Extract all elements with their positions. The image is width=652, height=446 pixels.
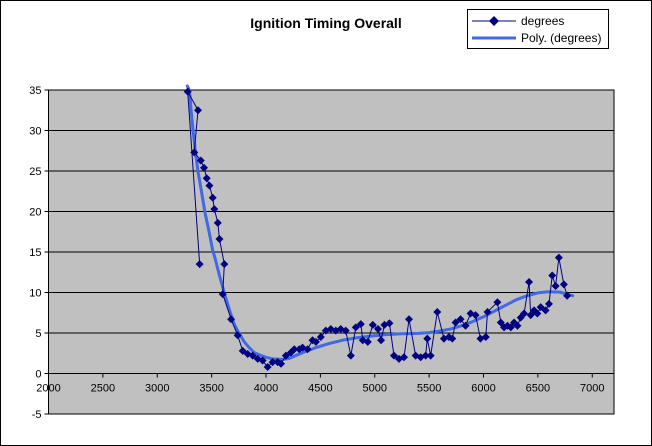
data-point-marker — [238, 346, 247, 355]
x-tick-label: 6500 — [526, 383, 550, 395]
data-point-marker — [533, 309, 542, 318]
data-point-marker — [471, 311, 480, 320]
x-tick-label: 5000 — [363, 383, 387, 395]
x-tick-label: 2500 — [91, 383, 115, 395]
data-point-marker — [559, 280, 568, 289]
data-point-marker — [341, 326, 350, 335]
data-point-marker — [311, 337, 320, 346]
x-tick-label: 7000 — [580, 383, 604, 395]
data-point-marker — [421, 351, 430, 360]
data-point-marker — [248, 351, 257, 360]
y-tick-label: 0 — [35, 369, 41, 381]
data-point-marker — [316, 333, 325, 342]
data-point-marker — [433, 307, 442, 316]
legend-label-degrees: degrees — [521, 13, 565, 28]
data-point-marker — [389, 351, 398, 360]
data-point-marker — [190, 148, 199, 157]
data-point-marker — [263, 363, 272, 372]
data-point-marker — [218, 290, 227, 299]
x-tick-label: 3500 — [199, 383, 223, 395]
data-point-marker — [210, 205, 219, 214]
data-point-marker — [281, 351, 290, 360]
data-point-marker — [215, 235, 224, 244]
data-point-marker — [356, 320, 365, 329]
data-point-marker — [220, 260, 229, 269]
data-point-marker — [526, 311, 535, 320]
data-point-marker — [233, 331, 242, 340]
data-point-marker — [451, 318, 460, 327]
data-point-marker — [277, 359, 286, 368]
x-tick-label: 4000 — [254, 383, 278, 395]
data-point-marker — [520, 309, 529, 318]
data-point-marker — [268, 358, 277, 367]
data-point-marker — [227, 315, 236, 324]
chart-title: Ignition Timing Overall — [250, 15, 402, 31]
data-point-marker — [374, 324, 383, 333]
legend-item-poly: Poly. (degrees) — [472, 29, 604, 46]
x-tick-label: 4500 — [308, 383, 332, 395]
data-point-marker — [194, 106, 203, 115]
data-point-marker — [400, 353, 409, 362]
data-point-marker — [544, 299, 553, 308]
data-point-marker — [536, 303, 545, 312]
data-point-marker — [493, 298, 502, 307]
y-tick-label: 25 — [29, 166, 41, 178]
data-point-marker — [551, 282, 560, 291]
data-point-marker — [346, 351, 355, 360]
data-point-marker — [496, 318, 505, 327]
y-tick-label: 15 — [29, 247, 41, 259]
x-tick-label: 6000 — [471, 383, 495, 395]
data-point-marker — [195, 260, 204, 269]
data-point-marker — [368, 320, 377, 329]
y-tick-label: 35 — [29, 85, 41, 97]
data-point-marker — [525, 277, 534, 286]
data-point-marker — [385, 319, 394, 328]
data-point-marker — [363, 337, 372, 346]
y-tick-label: 10 — [29, 288, 41, 300]
data-point-marker — [554, 253, 563, 262]
data-point-marker — [448, 334, 457, 343]
x-tick-label: 5500 — [417, 383, 441, 395]
data-point-marker — [541, 306, 550, 315]
data-point-marker — [548, 271, 557, 280]
data-point-marker — [423, 334, 432, 343]
data-point-marker — [196, 156, 205, 165]
data-point-marker — [481, 333, 490, 342]
data-point-marker — [303, 345, 312, 354]
x-tick-label: 2000 — [36, 383, 60, 395]
y-tick-label: 20 — [29, 207, 41, 219]
data-point-marker — [563, 291, 572, 300]
data-point-marker — [290, 345, 299, 354]
x-tick-label: 3000 — [145, 383, 169, 395]
data-point-marker — [213, 218, 222, 227]
y-tick-label: 5 — [35, 328, 41, 340]
data-point-marker — [200, 163, 209, 172]
degrees-series-key-icon — [472, 15, 516, 26]
data-point-marker — [461, 321, 470, 330]
data-point-marker — [513, 321, 522, 330]
y-tick-label: 30 — [29, 126, 41, 138]
data-point-marker — [183, 87, 192, 96]
data-point-marker — [258, 356, 267, 365]
legend: degrees Poly. (degrees) — [467, 9, 609, 49]
data-point-marker — [405, 315, 414, 324]
data-point-marker — [208, 193, 217, 202]
data-point-marker — [456, 315, 465, 324]
data-point-marker — [506, 323, 515, 332]
data-point-marker — [202, 174, 211, 183]
legend-label-poly: Poly. (degrees) — [521, 30, 602, 45]
poly-trendline-key-icon — [472, 36, 516, 39]
data-point-marker — [351, 323, 360, 332]
data-point-marker — [205, 181, 214, 190]
data-point-marker — [426, 351, 435, 360]
legend-item-degrees: degrees — [472, 12, 604, 29]
data-point-marker — [483, 307, 492, 316]
data-point-marker — [377, 336, 386, 345]
y-tick-label: -5 — [32, 409, 42, 421]
